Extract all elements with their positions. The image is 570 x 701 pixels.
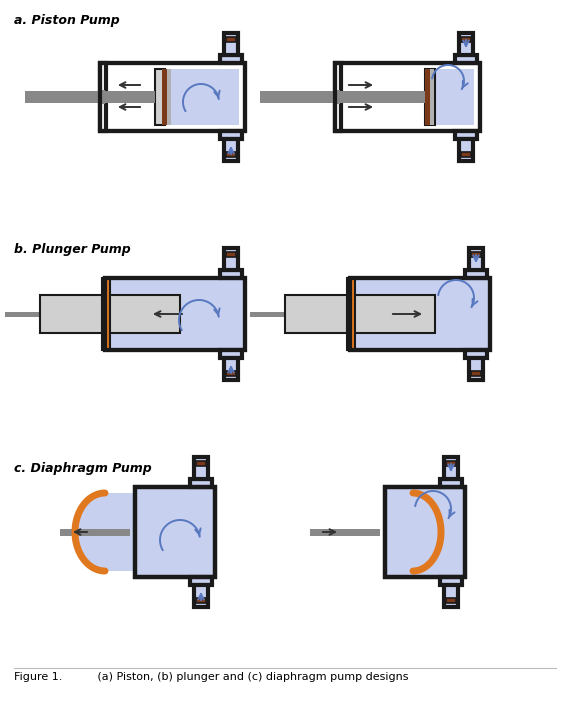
- Bar: [461, 37, 471, 42]
- Bar: [141, 493, 209, 571]
- Polygon shape: [413, 493, 459, 571]
- Bar: [100, 63, 106, 131]
- Bar: [106, 69, 155, 125]
- Bar: [106, 69, 155, 125]
- Bar: [446, 461, 456, 466]
- Bar: [100, 63, 245, 131]
- Bar: [135, 487, 215, 577]
- Bar: [465, 270, 487, 278]
- Bar: [385, 487, 465, 577]
- Bar: [335, 63, 480, 131]
- Bar: [196, 461, 206, 466]
- Bar: [224, 139, 238, 161]
- Bar: [111, 284, 239, 344]
- Polygon shape: [50, 487, 105, 577]
- Bar: [350, 278, 490, 350]
- Bar: [162, 69, 167, 125]
- Bar: [341, 69, 425, 125]
- Bar: [285, 295, 435, 333]
- Bar: [435, 69, 474, 125]
- Bar: [105, 278, 245, 350]
- Bar: [135, 487, 215, 577]
- Bar: [440, 577, 462, 585]
- Bar: [425, 69, 435, 125]
- Bar: [100, 63, 245, 131]
- Bar: [165, 69, 239, 125]
- Polygon shape: [300, 487, 441, 577]
- Bar: [341, 69, 425, 125]
- Bar: [385, 487, 465, 577]
- Bar: [220, 131, 242, 139]
- Bar: [425, 69, 430, 125]
- Bar: [101, 90, 105, 104]
- Bar: [5, 312, 40, 317]
- Bar: [444, 585, 458, 607]
- Bar: [471, 252, 481, 257]
- Bar: [220, 270, 242, 278]
- Bar: [444, 457, 458, 479]
- Bar: [461, 152, 471, 157]
- Bar: [226, 37, 236, 42]
- Bar: [336, 90, 340, 104]
- Bar: [226, 252, 236, 257]
- Bar: [310, 529, 380, 536]
- Bar: [469, 248, 483, 270]
- Text: Figure 1.          (a) Piston, (b) plunger and (c) diaphragm pump designs: Figure 1. (a) Piston, (b) plunger and (c…: [14, 672, 409, 682]
- Bar: [102, 278, 110, 350]
- Bar: [455, 55, 477, 63]
- Bar: [435, 69, 474, 125]
- Bar: [194, 585, 208, 607]
- Bar: [155, 69, 165, 125]
- Bar: [224, 358, 238, 380]
- Text: b. Plunger Pump: b. Plunger Pump: [14, 243, 131, 256]
- Text: a. Piston Pump: a. Piston Pump: [14, 14, 120, 27]
- Bar: [347, 278, 355, 350]
- Bar: [25, 91, 155, 103]
- Bar: [260, 91, 425, 103]
- Bar: [446, 598, 456, 603]
- Bar: [455, 131, 477, 139]
- Bar: [469, 358, 483, 380]
- Polygon shape: [75, 493, 141, 571]
- Bar: [459, 33, 473, 55]
- Bar: [350, 278, 490, 350]
- Bar: [165, 69, 239, 125]
- Bar: [60, 529, 130, 536]
- Bar: [224, 248, 238, 270]
- Bar: [194, 457, 208, 479]
- Bar: [356, 284, 484, 344]
- Bar: [465, 350, 487, 358]
- Text: c. Diaphragm Pump: c. Diaphragm Pump: [14, 462, 152, 475]
- Bar: [196, 598, 206, 603]
- Bar: [335, 63, 341, 131]
- Bar: [224, 33, 238, 55]
- Bar: [226, 371, 236, 376]
- Bar: [220, 350, 242, 358]
- Bar: [190, 479, 212, 487]
- Bar: [220, 55, 242, 63]
- Bar: [385, 487, 465, 577]
- Bar: [167, 69, 171, 125]
- Bar: [226, 152, 236, 157]
- Bar: [391, 493, 459, 571]
- Bar: [459, 139, 473, 161]
- Bar: [440, 479, 462, 487]
- Bar: [40, 295, 180, 333]
- Bar: [190, 577, 212, 585]
- Bar: [335, 63, 480, 131]
- Bar: [135, 487, 215, 577]
- Bar: [430, 69, 434, 125]
- Bar: [105, 278, 245, 350]
- Bar: [250, 312, 285, 317]
- Bar: [471, 371, 481, 376]
